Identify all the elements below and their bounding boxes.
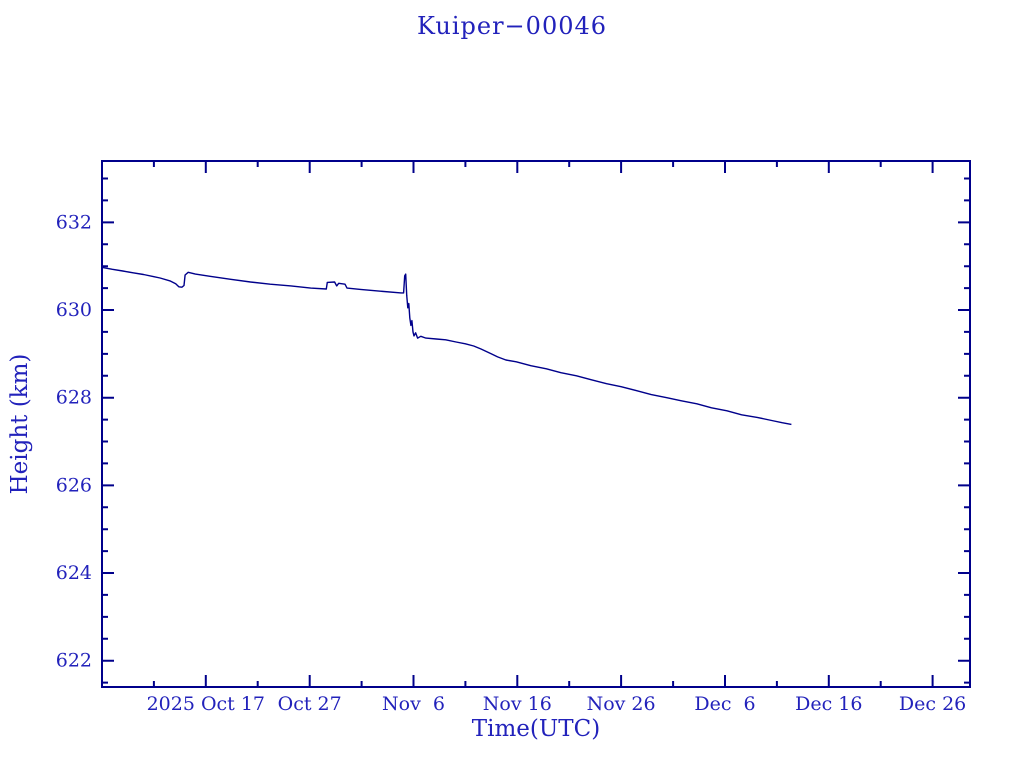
chart-title: Kuiper−00046 xyxy=(416,12,608,40)
axis-ticks xyxy=(102,161,970,687)
x-tick-label: 2025 Oct 17 xyxy=(147,693,265,715)
plot-frame xyxy=(101,160,971,688)
x-tick-label: Dec 6 xyxy=(694,693,755,715)
x-tick-label: Nov 26 xyxy=(587,693,656,715)
height-curve xyxy=(102,266,792,426)
x-axis-label: Time(UTC) xyxy=(471,716,601,742)
x-tick-label: Nov 6 xyxy=(382,693,445,715)
x-tick-label: Oct 27 xyxy=(278,693,342,715)
x-tick-label: Nov 16 xyxy=(483,693,552,715)
y-axis-label-text: Height (km) xyxy=(7,353,33,495)
y-tick-label: 624 xyxy=(56,562,92,584)
y-tick-label: 622 xyxy=(56,650,92,672)
y-tick-label: 628 xyxy=(56,387,92,409)
x-tick-label: Dec 26 xyxy=(899,693,966,715)
y-tick-label: 626 xyxy=(56,474,92,496)
y-tick-label: 630 xyxy=(56,299,92,321)
y-tick-label: 632 xyxy=(56,211,92,233)
x-tick-label: Dec 16 xyxy=(795,693,862,715)
